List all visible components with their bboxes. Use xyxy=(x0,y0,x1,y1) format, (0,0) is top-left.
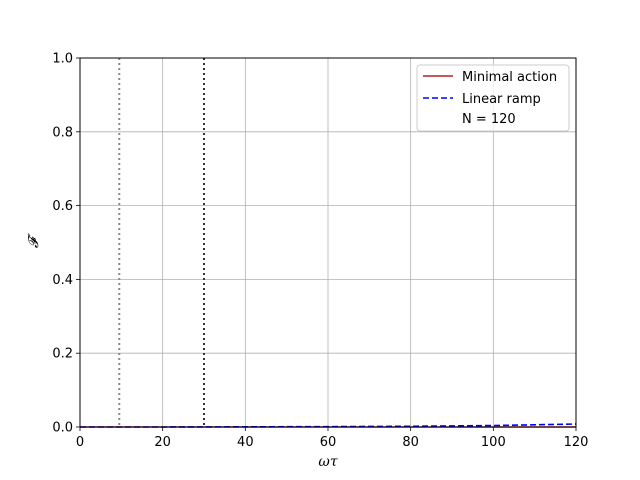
x-tick-label: 80 xyxy=(402,435,419,450)
legend-label-linear-ramp: Linear ramp xyxy=(462,92,541,107)
y-tick-label: 1.0 xyxy=(52,52,73,67)
x-tick-label: 40 xyxy=(237,435,254,450)
x-axis-ticks: 0 20 40 60 80 100 120 xyxy=(76,427,589,450)
y-tick-label: 0.2 xyxy=(52,347,73,362)
y-tick-label: 0.8 xyxy=(52,125,73,140)
y-tick-label: 0.4 xyxy=(52,273,73,288)
y-tick-label: 0.0 xyxy=(52,421,73,436)
legend-note: N = 120 xyxy=(462,112,516,127)
legend-box xyxy=(416,64,570,132)
legend-label-minimal-action: Minimal action xyxy=(462,70,557,85)
x-tick-label: 0 xyxy=(76,435,84,450)
x-tick-label: 20 xyxy=(154,435,171,450)
x-tick-label: 100 xyxy=(481,435,506,450)
y-axis-ticks: 0.0 0.2 0.4 0.6 0.8 1.0 xyxy=(52,52,80,436)
x-tick-label: 120 xyxy=(564,435,589,450)
legend: Minimal action Linear ramp N = 120 xyxy=(416,64,570,132)
y-tick-label: 0.6 xyxy=(52,199,73,214)
reference-lines xyxy=(118,58,205,427)
x-axis-label: ωτ xyxy=(318,454,337,470)
x-tick-label: 60 xyxy=(320,435,337,450)
